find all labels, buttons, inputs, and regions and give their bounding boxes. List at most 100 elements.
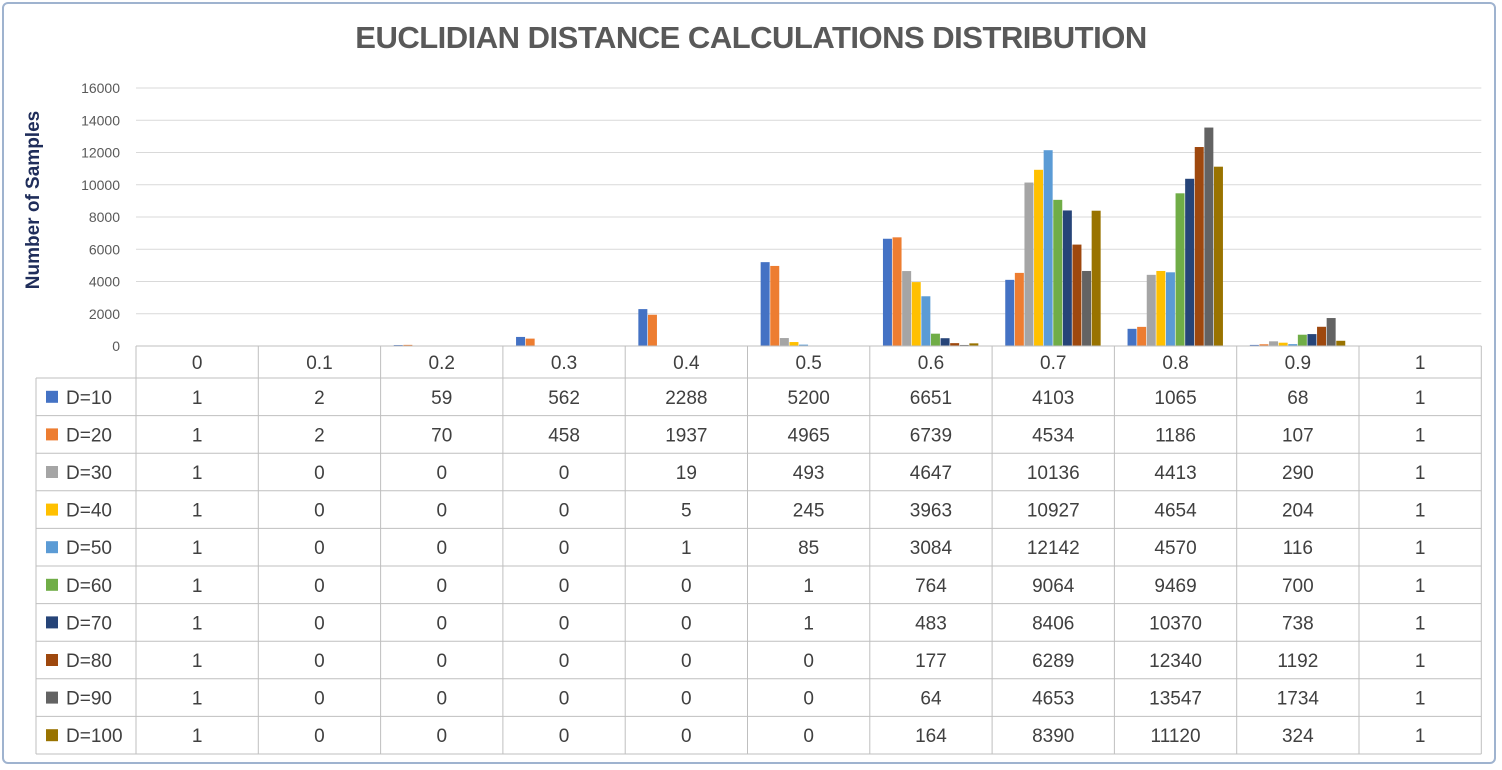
bar-d60-0_9 (1297, 334, 1307, 346)
table-cell: 0 (803, 689, 814, 710)
bar-d30-0_5 (779, 338, 789, 346)
table-cell: 290 (1282, 463, 1314, 484)
table-cell: 0 (314, 726, 325, 747)
series-name: D=70 (66, 613, 112, 634)
table-cell: 19 (676, 463, 697, 484)
bar-d30-0_8 (1146, 274, 1156, 346)
y-tick-label: 8000 (89, 209, 120, 225)
table-cell: 0 (681, 689, 692, 710)
bar-d90-0_7 (1082, 270, 1092, 346)
table-cell: 0 (681, 613, 692, 634)
bar-d100-0_9 (1336, 340, 1346, 346)
series-name: D=100 (66, 726, 123, 747)
table-cell: 1 (1415, 576, 1426, 597)
table-cell: 1 (803, 613, 814, 634)
bar-d70-0_8 (1185, 178, 1195, 346)
table-cell: 1 (1415, 538, 1426, 559)
bar-d20-0_4 (647, 314, 657, 346)
table-cell: 3963 (910, 501, 952, 522)
bar-d50-0_6 (921, 296, 931, 346)
table-cell: 9064 (1032, 576, 1075, 597)
series-name: D=80 (66, 651, 112, 672)
bar-d60-0_7 (1053, 199, 1063, 346)
table-cell: 1065 (1154, 388, 1196, 409)
table-cell: 6651 (910, 388, 952, 409)
table-cell: 2 (314, 425, 325, 446)
table-cell: 1 (192, 463, 203, 484)
table-cell: 0 (559, 576, 570, 597)
table-cell: 1 (1415, 425, 1426, 446)
category-label: 0.5 (795, 353, 821, 374)
legend-key (46, 691, 58, 704)
category-label: 0.3 (551, 353, 577, 374)
legend-key (46, 729, 58, 742)
category-label: 0.7 (1040, 353, 1066, 374)
table-cell: 1 (1415, 651, 1426, 672)
y-tick-label: 10000 (81, 177, 120, 193)
bar-d10-0_5 (760, 262, 770, 346)
bar-d20-0_5 (770, 265, 780, 346)
table-cell: 1 (192, 388, 203, 409)
table-cell: 0 (314, 613, 325, 634)
bar-d70-0_9 (1307, 334, 1317, 346)
legend-key (46, 390, 58, 403)
table-cell: 11120 (1151, 726, 1201, 747)
bar-d40-0_9 (1278, 342, 1288, 346)
category-label: 0.6 (918, 353, 944, 374)
bar-d80-0_6 (950, 343, 960, 346)
table-cell: 1 (192, 613, 203, 634)
y-tick-label: 16000 (81, 80, 120, 96)
y-tick-label: 2000 (89, 306, 120, 322)
table-cell: 458 (548, 425, 580, 446)
table-cell: 1 (803, 576, 814, 597)
table-cell: 4570 (1154, 538, 1196, 559)
legend-key (46, 466, 58, 478)
bar-d40-0_8 (1156, 270, 1166, 346)
table-cell: 9469 (1154, 576, 1196, 597)
series-name: D=60 (66, 576, 112, 597)
bar-d100-0_6 (969, 343, 979, 346)
bar-d50-0_8 (1165, 272, 1175, 346)
bar-d20-0_6 (892, 237, 902, 346)
table-cell: 1 (192, 651, 203, 672)
gridlines (136, 87, 1482, 315)
legend-key (46, 428, 58, 441)
table-cell: 1 (192, 538, 203, 559)
table-cell: 0 (436, 689, 447, 710)
bar-d90-0_9 (1326, 318, 1336, 346)
table-cell: 0 (559, 726, 570, 747)
table-cell: 0 (559, 689, 570, 710)
table-cell: 0 (681, 651, 692, 672)
bar-d60-0_8 (1175, 193, 1185, 346)
table-cell: 493 (793, 463, 825, 484)
table-cell: 0 (681, 726, 692, 747)
table-cell: 70 (431, 425, 452, 446)
table-cell: 0 (803, 651, 814, 672)
table-cell: 0 (314, 501, 325, 522)
table-cell: 1 (192, 576, 203, 597)
table-cell: 0 (436, 501, 447, 522)
bar-d80-0_8 (1194, 147, 1204, 346)
table-cell: 0 (559, 613, 570, 634)
table-cell: 1 (681, 538, 692, 559)
bar-d40-0_7 (1034, 169, 1044, 346)
y-tick-label: 0 (112, 338, 120, 354)
bar-d40-0_6 (911, 282, 921, 346)
table-cell: 0 (436, 726, 447, 747)
table-cell: 2288 (665, 388, 707, 409)
bar-d30-0_6 (902, 271, 912, 346)
table-cell: 0 (314, 463, 325, 484)
table-cell: 483 (915, 613, 947, 634)
table-cell: 4654 (1154, 501, 1197, 522)
table-cell: 0 (314, 538, 325, 559)
table-cell: 245 (793, 501, 825, 522)
table-cell: 164 (915, 726, 947, 747)
bar-d20-0_8 (1137, 326, 1147, 346)
category-label: 0.1 (306, 353, 332, 374)
bar-d20-0_9 (1259, 344, 1269, 346)
bar-d10-0_3 (516, 336, 526, 346)
table-cell: 1 (1415, 463, 1426, 484)
table-cell: 1 (1415, 689, 1426, 710)
table-cell: 4534 (1032, 425, 1075, 446)
category-label: 1 (1415, 353, 1426, 374)
